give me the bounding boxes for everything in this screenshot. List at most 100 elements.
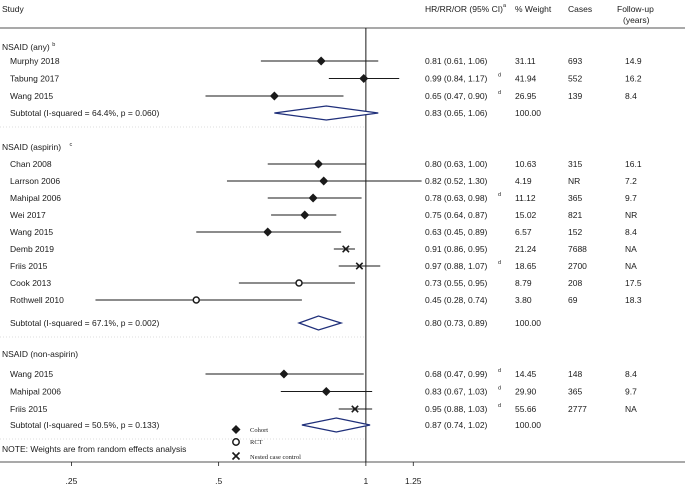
subtotal-estimate: 0.80 (0.73, 0.89) bbox=[425, 318, 488, 328]
subtotal-weight: 100.00 bbox=[515, 318, 541, 328]
study-name: Mahipal 2006 bbox=[10, 387, 61, 397]
subtotal-estimate: 0.87 (0.74, 1.02) bbox=[425, 420, 488, 430]
subtotal-label: Subtotal (I-squared = 64.4%, p = 0.060) bbox=[10, 108, 159, 118]
study-weight: 29.90 bbox=[515, 387, 537, 397]
study-estimate-sup: d bbox=[498, 90, 501, 96]
header-weight: % Weight bbox=[515, 4, 552, 14]
cohort-marker bbox=[319, 176, 329, 186]
study-followup: 8.4 bbox=[625, 91, 637, 101]
study-estimate: 0.75 (0.64, 0.87) bbox=[425, 210, 488, 220]
study-followup: 16.2 bbox=[625, 74, 642, 84]
footnote: NOTE: Weights are from random effects an… bbox=[2, 444, 186, 454]
study-name: Wang 2015 bbox=[10, 369, 53, 379]
group-title: NSAID (any) bbox=[2, 42, 50, 52]
study-weight: 31.11 bbox=[515, 56, 536, 66]
study-name: Murphy 2018 bbox=[10, 56, 60, 66]
study-estimate: 0.97 (0.88, 1.07) bbox=[425, 261, 488, 271]
study-estimate: 0.65 (0.47, 0.90) bbox=[425, 91, 488, 101]
study-cases: 139 bbox=[568, 91, 582, 101]
study-row: Wei 2017 0.75 (0.64, 0.87) 15.02 821 NR bbox=[10, 210, 637, 220]
study-cases: 365 bbox=[568, 193, 582, 203]
group-title-sup: b bbox=[52, 42, 55, 48]
study-row: Tabung 2017 0.99 (0.84, 1.17) d 41.94 552 16.… bbox=[10, 73, 642, 84]
study-name: Tabung 2017 bbox=[10, 74, 59, 84]
study-followup: NR bbox=[625, 210, 637, 220]
study-cases: 152 bbox=[568, 227, 582, 237]
subtotal-row: Subtotal (I-squared = 64.4%, p = 0.060) 0… bbox=[10, 105, 541, 121]
study-group: NSAID (any) b Murphy 2018 0.81 (0.61, 1.06)… bbox=[0, 42, 642, 128]
cohort-marker bbox=[321, 387, 331, 396]
legend-nested-marker bbox=[231, 451, 241, 461]
study-estimate-sup: d bbox=[498, 260, 501, 266]
study-group: NSAID (non-aspirin) Wang 2015 0.68 (0.47, … bbox=[0, 349, 637, 440]
study-row: Friis 2015 0.97 (0.88, 1.07) d 18.65 2700 NA bbox=[10, 260, 637, 271]
cohort-marker bbox=[269, 91, 279, 101]
study-estimate: 0.45 (0.28, 0.74) bbox=[425, 295, 488, 305]
study-weight: 21.24 bbox=[515, 244, 537, 254]
study-estimate: 0.73 (0.55, 0.95) bbox=[425, 278, 488, 288]
rct-marker bbox=[192, 296, 201, 304]
header-row: Study HR/RR/OR (95% CI) a % Weight Cases… bbox=[2, 3, 654, 25]
study-name: Cook 2013 bbox=[10, 278, 51, 288]
study-row: Murphy 2018 0.81 (0.61, 1.06) 31.11 693 14.9 bbox=[10, 56, 642, 66]
study-row: Wang 2015 0.65 (0.47, 0.90) d 26.95 139 8.4 bbox=[10, 90, 637, 101]
cohort-marker bbox=[359, 74, 369, 83]
legend-cohort-marker bbox=[231, 425, 241, 434]
study-row: Mahipal 2006 0.78 (0.63, 0.98) d 11.12 365 9.… bbox=[10, 192, 637, 203]
study-row: Chan 2008 0.80 (0.63, 1.00) 10.63 315 16.1 bbox=[10, 159, 642, 169]
study-cases: 693 bbox=[568, 56, 582, 66]
study-name: Larrson 2006 bbox=[10, 176, 60, 186]
study-cases: 2700 bbox=[568, 261, 587, 271]
cohort-marker bbox=[300, 210, 310, 220]
subtotal-label: Subtotal (I-squared = 67.1%, p = 0.002) bbox=[10, 318, 159, 328]
study-cases: 365 bbox=[568, 387, 582, 397]
study-weight: 55.66 bbox=[515, 404, 537, 414]
cohort-marker bbox=[313, 159, 323, 169]
study-cases: NR bbox=[568, 176, 580, 186]
legend: Cohort RCT Nested case control bbox=[231, 425, 301, 461]
study-weight: 4.19 bbox=[515, 176, 532, 186]
cohort-marker bbox=[308, 193, 318, 203]
subtotal-row: Subtotal (I-squared = 67.1%, p = 0.002) 0… bbox=[10, 315, 541, 331]
study-estimate: 0.82 (0.52, 1.30) bbox=[425, 176, 488, 186]
study-followup: 9.7 bbox=[625, 387, 637, 397]
study-followup: NA bbox=[625, 244, 637, 254]
rct-marker bbox=[295, 279, 303, 287]
study-row: Friis 2015 0.95 (0.88, 1.03) d 55.66 2777 NA bbox=[10, 403, 637, 414]
study-followup: 9.7 bbox=[625, 193, 637, 203]
study-name: Chan 2008 bbox=[10, 159, 52, 169]
study-estimate-sup: d bbox=[498, 73, 501, 79]
study-estimate: 0.99 (0.84, 1.17) bbox=[425, 74, 488, 84]
study-cases: 69 bbox=[568, 295, 578, 305]
study-row: Cook 2013 0.73 (0.55, 0.95) 8.79 208 17.5 bbox=[10, 278, 642, 288]
study-followup: NA bbox=[625, 261, 637, 271]
study-row: Wang 2015 0.68 (0.47, 0.99) d 14.45 148 8.4 bbox=[10, 368, 637, 379]
x-axis-ticks: .25 .5 1 1.25 bbox=[65, 462, 422, 486]
subtotal-weight: 100.00 bbox=[515, 420, 541, 430]
study-row: Wang 2015 0.63 (0.45, 0.89) 6.57 152 8.4 bbox=[10, 227, 637, 237]
legend-rct-label: RCT bbox=[250, 439, 263, 446]
cohort-marker bbox=[279, 369, 289, 379]
study-weight: 26.95 bbox=[515, 91, 537, 101]
study-row: Larrson 2006 0.82 (0.52, 1.30) 4.19 NR 7.2 bbox=[10, 176, 637, 186]
study-followup: NA bbox=[625, 404, 637, 414]
header-cases: Cases bbox=[568, 4, 592, 14]
study-weight: 8.79 bbox=[515, 278, 532, 288]
legend-cohort-label: Cohort bbox=[250, 427, 268, 434]
study-name: Demb 2019 bbox=[10, 244, 54, 254]
cohort-marker bbox=[263, 227, 273, 237]
study-followup: 8.4 bbox=[625, 369, 637, 379]
study-name: Wei 2017 bbox=[10, 210, 46, 220]
study-followup: 17.5 bbox=[625, 278, 642, 288]
study-estimate: 0.81 (0.61, 1.06) bbox=[425, 56, 488, 66]
study-name: Friis 2015 bbox=[10, 404, 48, 414]
study-cases: 315 bbox=[568, 159, 582, 169]
study-estimate-sup: d bbox=[498, 368, 501, 374]
study-weight: 6.57 bbox=[515, 227, 532, 237]
study-weight: 11.12 bbox=[515, 193, 536, 203]
study-cases: 148 bbox=[568, 369, 582, 379]
nested-marker bbox=[355, 262, 364, 270]
study-followup: 7.2 bbox=[625, 176, 637, 186]
study-followup: 16.1 bbox=[625, 159, 642, 169]
